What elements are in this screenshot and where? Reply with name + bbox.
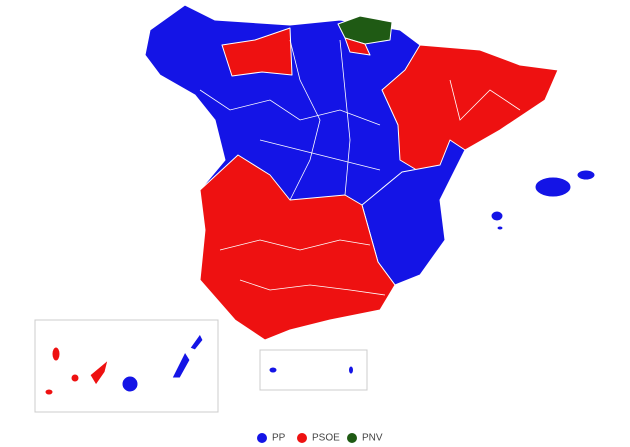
- legend-label: PP: [272, 433, 286, 444]
- inset-frame: [34, 319, 219, 413]
- region: [534, 176, 572, 198]
- region: [344, 37, 371, 56]
- region: [171, 351, 191, 379]
- region: [70, 373, 80, 383]
- region: [576, 169, 596, 181]
- inset-frame: [259, 349, 368, 391]
- legend-swatch: [257, 433, 267, 443]
- region: [348, 365, 354, 375]
- legend-label: PNV: [362, 433, 383, 444]
- legend-swatch: [347, 433, 357, 443]
- region: [490, 210, 504, 222]
- region: [496, 225, 504, 231]
- region: [221, 27, 293, 77]
- region: [121, 375, 139, 393]
- region: [51, 346, 61, 362]
- region: [381, 44, 559, 173]
- legend-swatch: [297, 433, 307, 443]
- region: [189, 333, 204, 351]
- legend-label: PSOE: [312, 433, 340, 444]
- region: [199, 154, 396, 341]
- region: [89, 359, 109, 386]
- region: [44, 388, 54, 396]
- legend: PP PSOE PNV: [257, 433, 383, 444]
- region: [268, 366, 278, 374]
